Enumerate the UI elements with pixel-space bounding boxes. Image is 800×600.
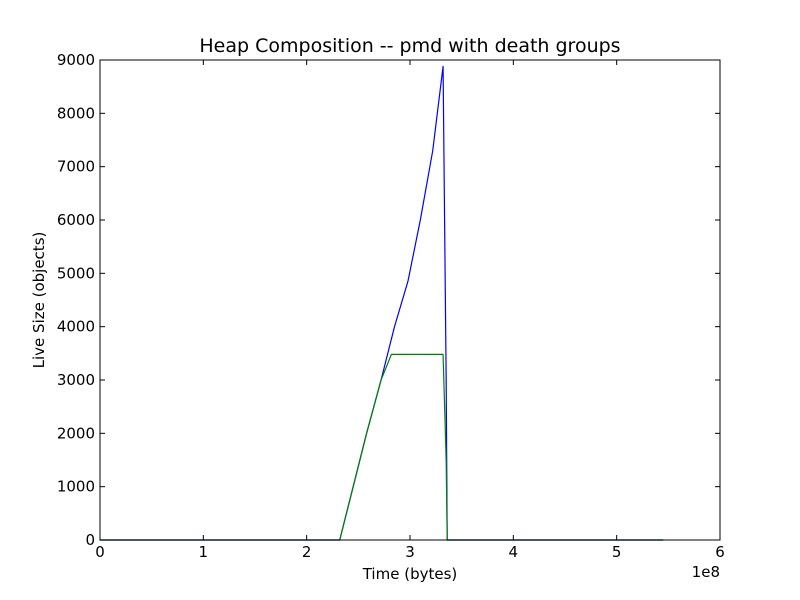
plot-area xyxy=(100,60,720,540)
y-tick-label: 2000 xyxy=(57,424,95,442)
y-tick-label: 3000 xyxy=(57,371,95,389)
y-tick-label: 5000 xyxy=(57,264,95,282)
y-tick-label: 6000 xyxy=(57,211,95,229)
series-line-2 xyxy=(100,353,664,541)
x-tick-label: 5 xyxy=(612,543,622,561)
y-tick-label: 8000 xyxy=(57,104,95,122)
y-tick-label: 4000 xyxy=(57,318,95,336)
x-tick-label: 2 xyxy=(302,543,312,561)
x-tick-label: 3 xyxy=(405,543,415,561)
x-axis-offset-label: 1e8 xyxy=(692,563,720,581)
x-tick-label: 4 xyxy=(509,543,519,561)
x-tick-label: 6 xyxy=(715,543,725,561)
x-tick-label: 0 xyxy=(95,543,105,561)
y-axis-label: Live Size (objects) xyxy=(30,232,48,369)
y-tick-label: 1000 xyxy=(57,478,95,496)
x-tick-label: 1 xyxy=(199,543,209,561)
y-tick-label: 7000 xyxy=(57,158,95,176)
y-tick-label: 0 xyxy=(85,531,95,549)
y-tick-label: 9000 xyxy=(57,51,95,69)
series-layer xyxy=(100,65,664,541)
tick-layer: 0 1 2 3 4 5 6 0 1000 2000 3000 4000 5000 6000 7000 8000… xyxy=(57,51,725,561)
chart-title: Heap Composition -- pmd with death group… xyxy=(199,35,620,57)
x-axis-label: Time (bytes) xyxy=(362,565,458,583)
